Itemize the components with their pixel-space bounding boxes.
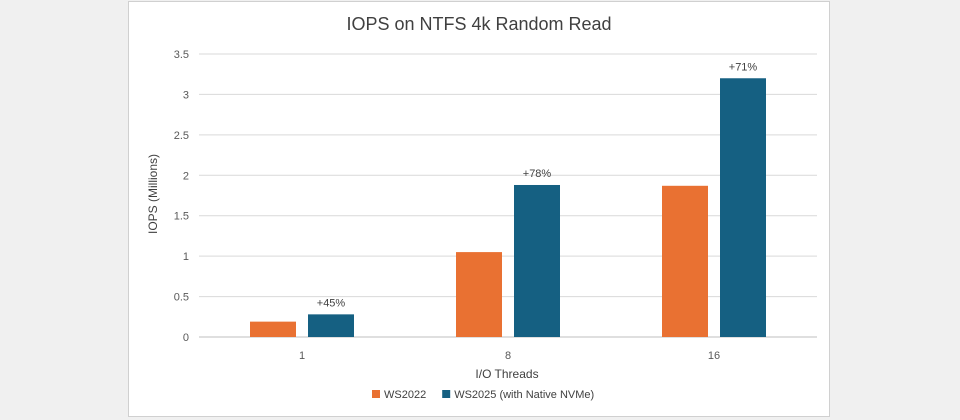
data-label: +78% xyxy=(523,168,552,180)
bar-ws2022-1 xyxy=(250,321,296,337)
x-tick-label: 1 xyxy=(299,350,305,362)
x-tick-label: 8 xyxy=(505,350,511,362)
chart-frame: IOPS on NTFS 4k Random Read 0 0.5 1 1.5 2 2.5… xyxy=(128,1,830,417)
x-axis-title: I/O Threads xyxy=(475,367,538,381)
y-tick-label: 1.5 xyxy=(174,211,189,223)
y-tick-label: 1 xyxy=(183,251,189,263)
bar-ws2022-8 xyxy=(456,252,502,337)
x-tick-label: 16 xyxy=(708,350,720,362)
y-tick-label: 0 xyxy=(183,332,189,344)
legend-swatch xyxy=(442,390,451,398)
legend-item-label: WS2025 (with Native NVMe) xyxy=(454,389,594,401)
bar-ws2025-1 xyxy=(308,314,354,337)
y-tick-label: 2 xyxy=(183,170,189,182)
data-label: +45% xyxy=(317,297,346,309)
y-axis-title: IOPS (Millions) xyxy=(146,154,160,234)
chart-title: IOPS on NTFS 4k Random Read xyxy=(346,14,611,34)
legend-item-label: WS2022 xyxy=(384,389,426,401)
bar-ws2025-8 xyxy=(514,184,560,337)
iops-bar-chart: IOPS on NTFS 4k Random Read 0 0.5 1 1.5 2 2.5… xyxy=(146,14,817,401)
bar-ws2025-16 xyxy=(720,78,766,337)
y-tick-label: 2.5 xyxy=(174,130,189,142)
y-tick-label: 3 xyxy=(183,89,189,101)
y-tick-label: 3.5 xyxy=(174,49,189,61)
y-tick-label: 0.5 xyxy=(174,292,189,304)
data-label: +71% xyxy=(729,61,758,73)
bar-ws2022-16 xyxy=(662,185,708,337)
legend-swatch xyxy=(372,390,380,398)
